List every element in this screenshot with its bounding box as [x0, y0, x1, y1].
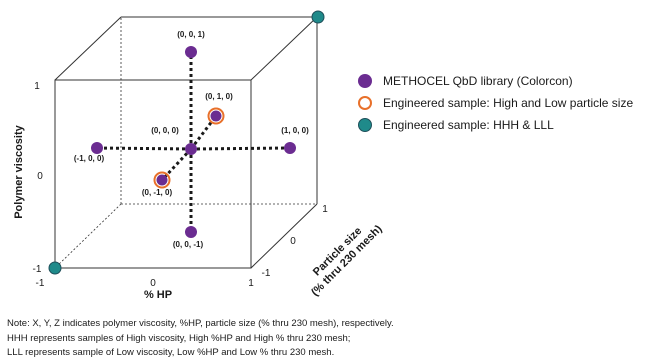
point-label: (-1, 0, 0): [74, 154, 105, 163]
point-label: (0, 1, 0): [205, 92, 233, 101]
cube-edge: [250, 16, 318, 81]
x-tick-label: -1: [36, 278, 45, 289]
point-0-0-1: [185, 46, 197, 58]
y-axis-title: Polymer viscosity: [13, 124, 25, 218]
hidden-edge: [54, 203, 122, 269]
z-tick-label: 0: [290, 236, 296, 247]
point-0-0-0: [185, 143, 197, 155]
center-connectors: [96, 52, 291, 232]
footnote-line: LLL represents sample of Low viscosity, …: [7, 347, 335, 358]
design-space-cube-diagram: 1 0 -1 -1 0 1 -1 0 1 % HP Polymer viscos…: [13, 10, 385, 300]
purple-dot-icon: [358, 74, 372, 88]
cube-visible-edges: [54, 16, 318, 269]
point-hhh: [311, 10, 325, 24]
point-neg1-0-0: [91, 142, 103, 154]
library-points: [91, 46, 296, 238]
legend-item-hhh-lll: Engineered sample: HHH & LLL: [358, 114, 633, 136]
connector: [189, 115, 218, 150]
cube-hidden-edges: [54, 17, 317, 269]
orange-ring-icon: [358, 96, 372, 110]
legend-label: METHOCEL QbD library (Colorcon): [383, 74, 573, 88]
point-1-0-0: [284, 142, 296, 154]
z-tick-label: -1: [262, 268, 271, 279]
connector: [190, 146, 291, 151]
point-label: (1, 0, 0): [281, 126, 309, 135]
footnote-line: HHH represents samples of High viscosity…: [7, 332, 351, 344]
z-tick-label: 1: [322, 204, 328, 215]
point-0-0-neg1: [185, 226, 197, 238]
x-axis-title: % HP: [144, 289, 172, 300]
x-tick-label: 0: [150, 278, 156, 289]
engineered-sample-ring: [153, 171, 171, 189]
teal-dot-icon: [358, 118, 372, 132]
point-0-neg1-0: [156, 174, 168, 186]
legend: METHOCEL QbD library (Colorcon) Engineer…: [358, 70, 633, 136]
y-tick-label: -1: [33, 264, 42, 275]
legend-item-library: METHOCEL QbD library (Colorcon): [358, 70, 633, 92]
engineered-sample-ring: [207, 107, 225, 125]
legend-label: Engineered sample: High and Low particle…: [383, 96, 634, 110]
y-tick-label: 1: [34, 81, 40, 92]
point-label: (0, -1, 0): [142, 188, 173, 197]
point-lll: [48, 261, 62, 275]
point-label: (0, 0, 0): [151, 126, 179, 135]
footnote: Note: X, Y, Z indicates polymer viscosit…: [7, 317, 394, 361]
legend-item-particle: Engineered sample: High and Low particle…: [358, 92, 633, 114]
x-tick-label: 1: [248, 278, 254, 289]
y-tick-label: 0: [37, 171, 43, 182]
legend-label: Engineered sample: HHH & LLL: [383, 118, 554, 132]
cube-edge: [54, 16, 122, 81]
point-0-1-0: [210, 110, 222, 122]
connector: [160, 147, 193, 182]
cube-edge: [250, 203, 318, 269]
point-label: (0, 0, -1): [173, 240, 204, 249]
footnote-line: Note: X, Y, Z indicates polymer viscosit…: [7, 318, 394, 329]
point-label: (0, 0, 1): [177, 30, 205, 39]
cube-front-face: [54, 79, 252, 269]
connector: [96, 146, 192, 151]
